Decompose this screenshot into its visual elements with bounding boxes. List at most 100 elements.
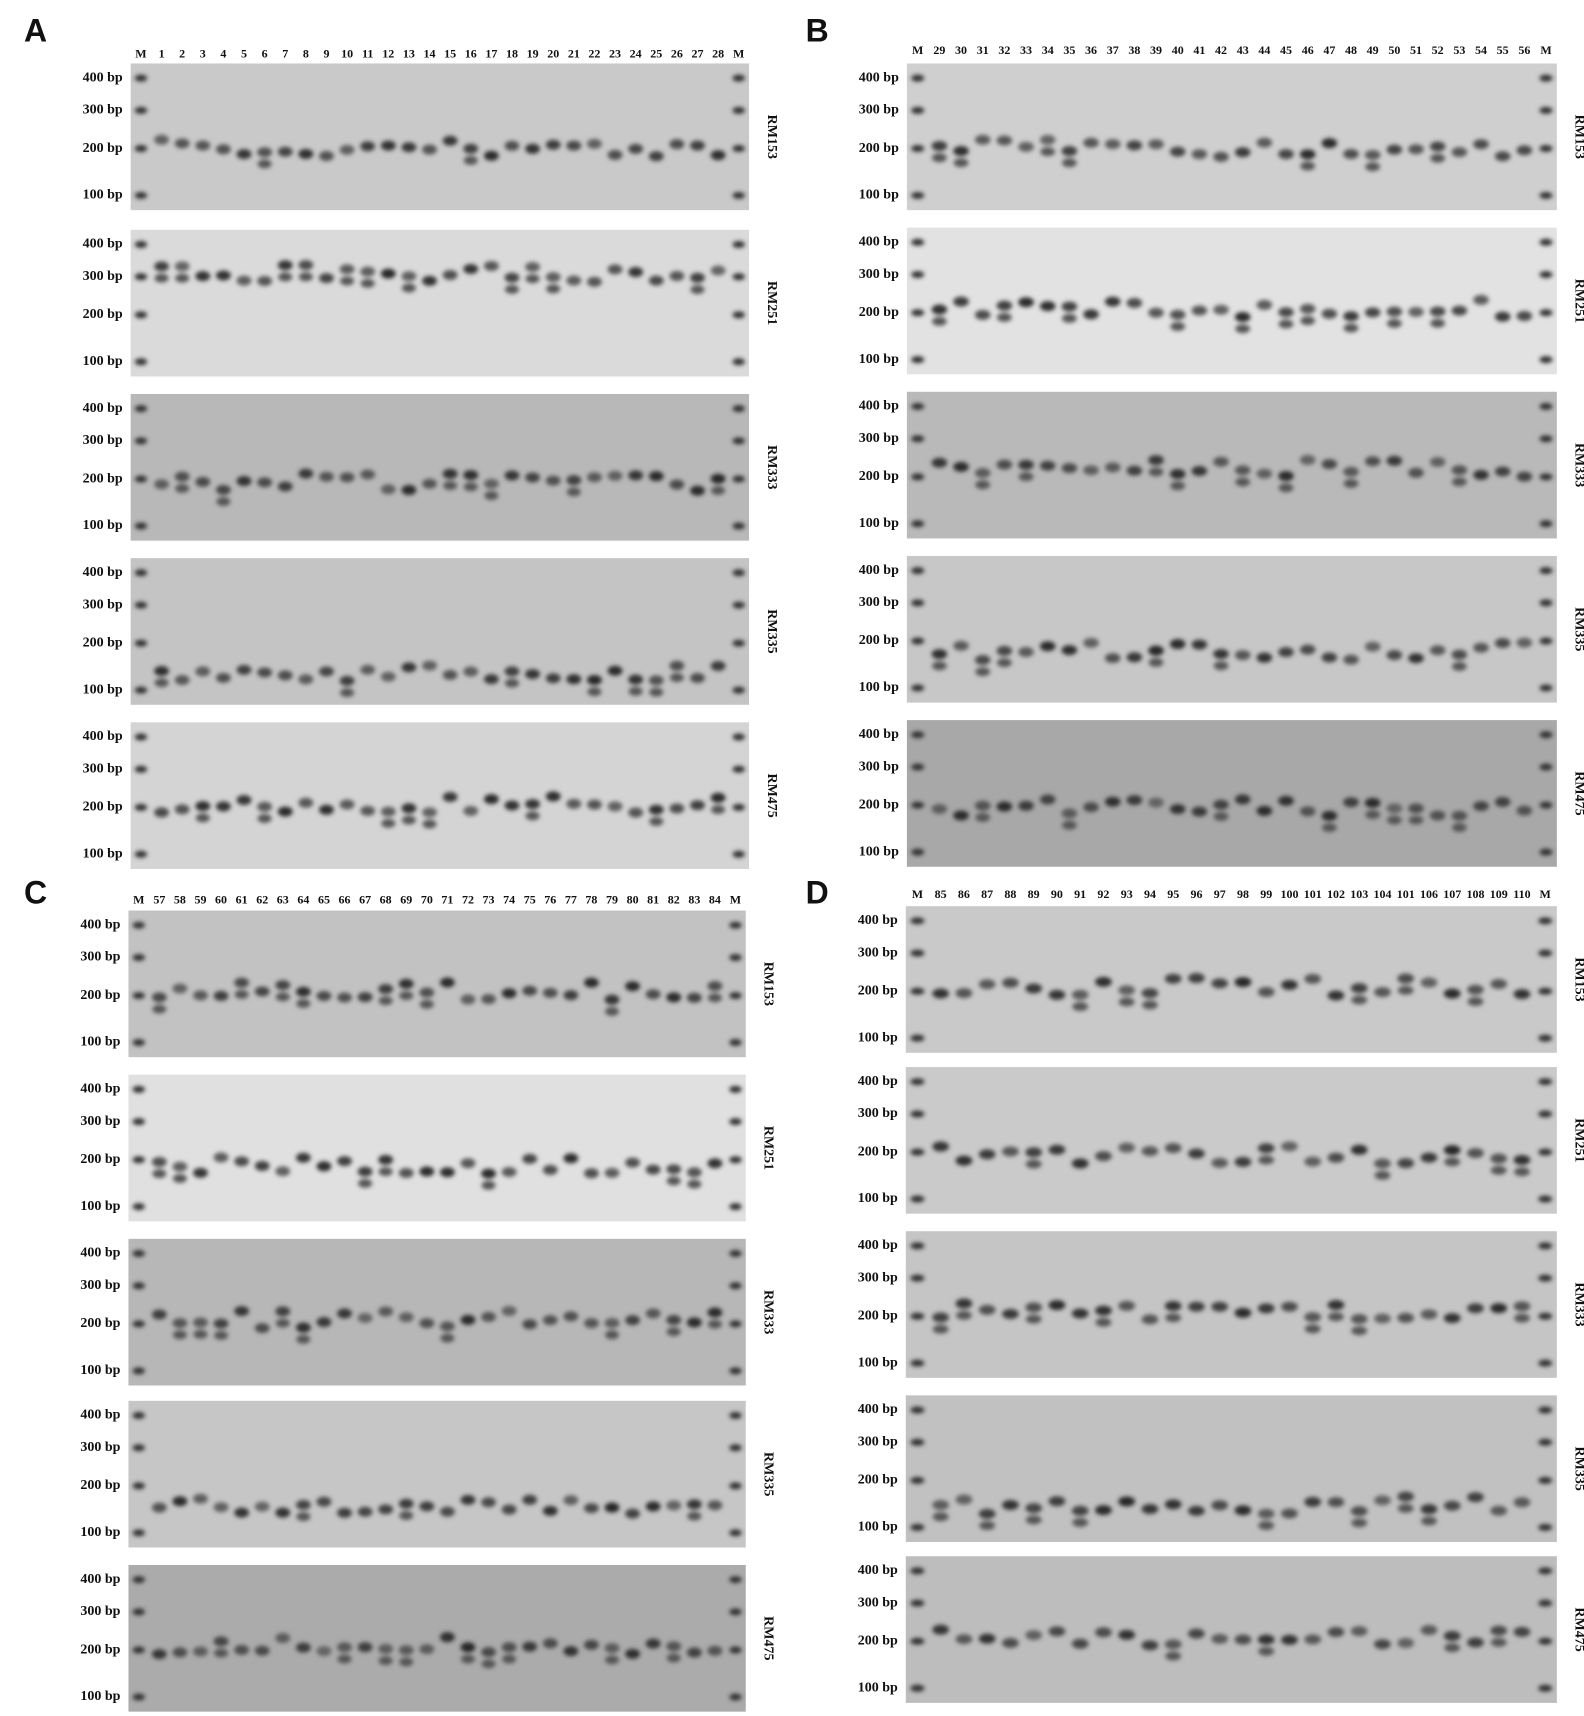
ladder-band (134, 437, 148, 445)
band (277, 146, 293, 157)
ladder-label: 400 bp (80, 1082, 120, 1097)
ladder-band (910, 1274, 925, 1282)
band (932, 1324, 949, 1334)
ladder-band (729, 921, 742, 929)
band (648, 151, 664, 162)
band (607, 264, 623, 275)
ladder-band (729, 1085, 742, 1093)
ladder-band (132, 992, 145, 1000)
band (215, 144, 231, 155)
ladder-label: 300 bp (858, 1106, 898, 1121)
lane-label: 25 (650, 46, 662, 60)
band (234, 977, 250, 988)
lane-label: 71 (441, 892, 453, 906)
band (1256, 137, 1273, 148)
lane-label: M (135, 46, 146, 60)
ladder-label: 300 bp (80, 1604, 120, 1619)
band (1516, 805, 1533, 816)
band (707, 1645, 723, 1656)
gel (905, 1067, 1557, 1214)
band (1430, 153, 1446, 163)
lane-label: 82 (668, 892, 680, 906)
ladder-band (134, 240, 148, 248)
band (1281, 1634, 1298, 1645)
band (419, 1166, 435, 1177)
band (1429, 141, 1446, 152)
band (378, 983, 394, 994)
ladder-label: 200 bp (859, 469, 899, 484)
band (932, 661, 947, 671)
band (648, 275, 664, 286)
ladder-band (1539, 763, 1553, 771)
lane-label: 89 (1028, 887, 1040, 901)
lane-label: 42 (1215, 43, 1227, 57)
band (1048, 1144, 1066, 1155)
band (666, 1641, 682, 1652)
band (1429, 645, 1446, 656)
band (1451, 649, 1468, 660)
marker-name: RM335 (764, 609, 779, 653)
band (953, 461, 969, 472)
band (460, 1642, 476, 1653)
band (1304, 973, 1322, 984)
band (357, 1166, 373, 1177)
gel (130, 558, 750, 705)
band (193, 1493, 208, 1504)
gel (128, 1074, 746, 1222)
lane-label: 39 (1150, 43, 1162, 57)
band (174, 261, 190, 272)
band (1126, 140, 1143, 151)
band (587, 799, 602, 810)
band (1257, 1634, 1275, 1645)
ladder-band (132, 1693, 145, 1701)
band (1083, 465, 1099, 476)
band (522, 1641, 538, 1652)
band (319, 273, 334, 284)
ladder-band (1539, 473, 1553, 481)
band (978, 979, 996, 990)
band (1443, 1145, 1461, 1156)
ladder-label: 200 bp (858, 1473, 898, 1488)
band (1443, 1630, 1461, 1641)
ladder-band (1538, 1242, 1553, 1250)
ladder-band (1539, 238, 1553, 246)
band (337, 1507, 352, 1518)
band (154, 807, 169, 818)
lane-label: 15 (444, 46, 456, 60)
band (996, 135, 1013, 146)
band (275, 1306, 291, 1317)
band (1213, 456, 1229, 467)
ladder-band (910, 1599, 925, 1607)
ladder-band (732, 273, 745, 281)
lane-label: M (733, 46, 744, 60)
band (1191, 305, 1208, 316)
ladder-band (732, 437, 745, 445)
band (1420, 1309, 1438, 1320)
band (1467, 1637, 1484, 1648)
band (1213, 648, 1229, 659)
band (1516, 471, 1533, 482)
band (1365, 810, 1381, 820)
ladder-band (1539, 731, 1553, 739)
marker-name: RM153 (1572, 957, 1584, 1001)
band (707, 1500, 723, 1511)
lane-label: 87 (981, 887, 993, 901)
band (295, 1642, 311, 1653)
bands (911, 238, 1553, 364)
band (1494, 796, 1511, 807)
band (254, 1160, 270, 1171)
band (339, 799, 355, 810)
band (1213, 304, 1229, 315)
band (649, 816, 664, 826)
band (1104, 139, 1121, 150)
ladder-band (911, 435, 925, 443)
band (236, 476, 252, 487)
band (195, 476, 211, 487)
band (1018, 297, 1034, 308)
band (1444, 1643, 1461, 1653)
lane-label: 51 (1410, 43, 1422, 57)
lane-label: M (730, 892, 741, 906)
band (401, 662, 417, 673)
band (1025, 1314, 1042, 1324)
band (711, 485, 726, 495)
